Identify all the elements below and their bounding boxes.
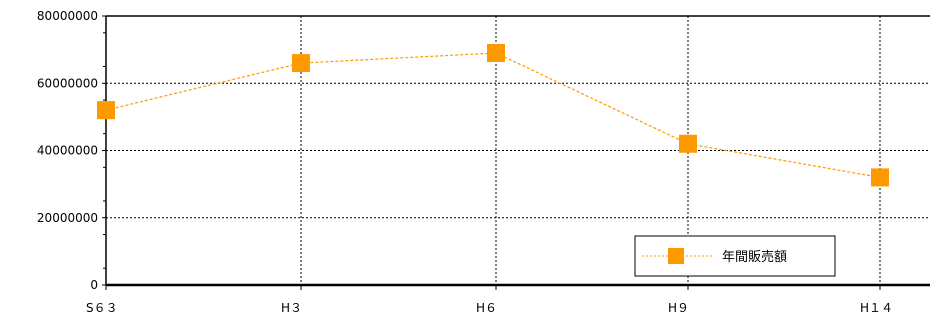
axes	[102, 15, 930, 290]
y-tick-labels: 0 20000000 40000000 60000000 80000000	[37, 9, 98, 292]
series	[97, 43, 889, 187]
x-tick-label: H６	[476, 301, 497, 315]
data-point	[487, 43, 505, 62]
x-tick-label: S６３	[86, 301, 118, 315]
series-line	[105, 52, 881, 178]
y-tick-label: 60000000	[37, 76, 98, 90]
legend-marker	[668, 248, 684, 264]
x-tick-label: H３	[281, 301, 302, 315]
legend-label: 年間販売額	[722, 249, 787, 265]
legend: 年間販売額	[634, 235, 836, 277]
y-tick-label: 0	[90, 278, 98, 292]
data-point	[679, 134, 697, 153]
x-tick-label: H９	[668, 301, 689, 315]
data-point	[871, 168, 889, 187]
x-tick-label: H１４	[860, 301, 893, 315]
data-point	[97, 101, 115, 120]
x-tick-labels: S６３ H３ H６ H９ H１４	[86, 301, 893, 315]
y-tick-label: 40000000	[37, 144, 98, 158]
y-tick-label: 80000000	[37, 9, 98, 23]
y-tick-label: 20000000	[37, 211, 98, 225]
data-point	[292, 54, 310, 73]
